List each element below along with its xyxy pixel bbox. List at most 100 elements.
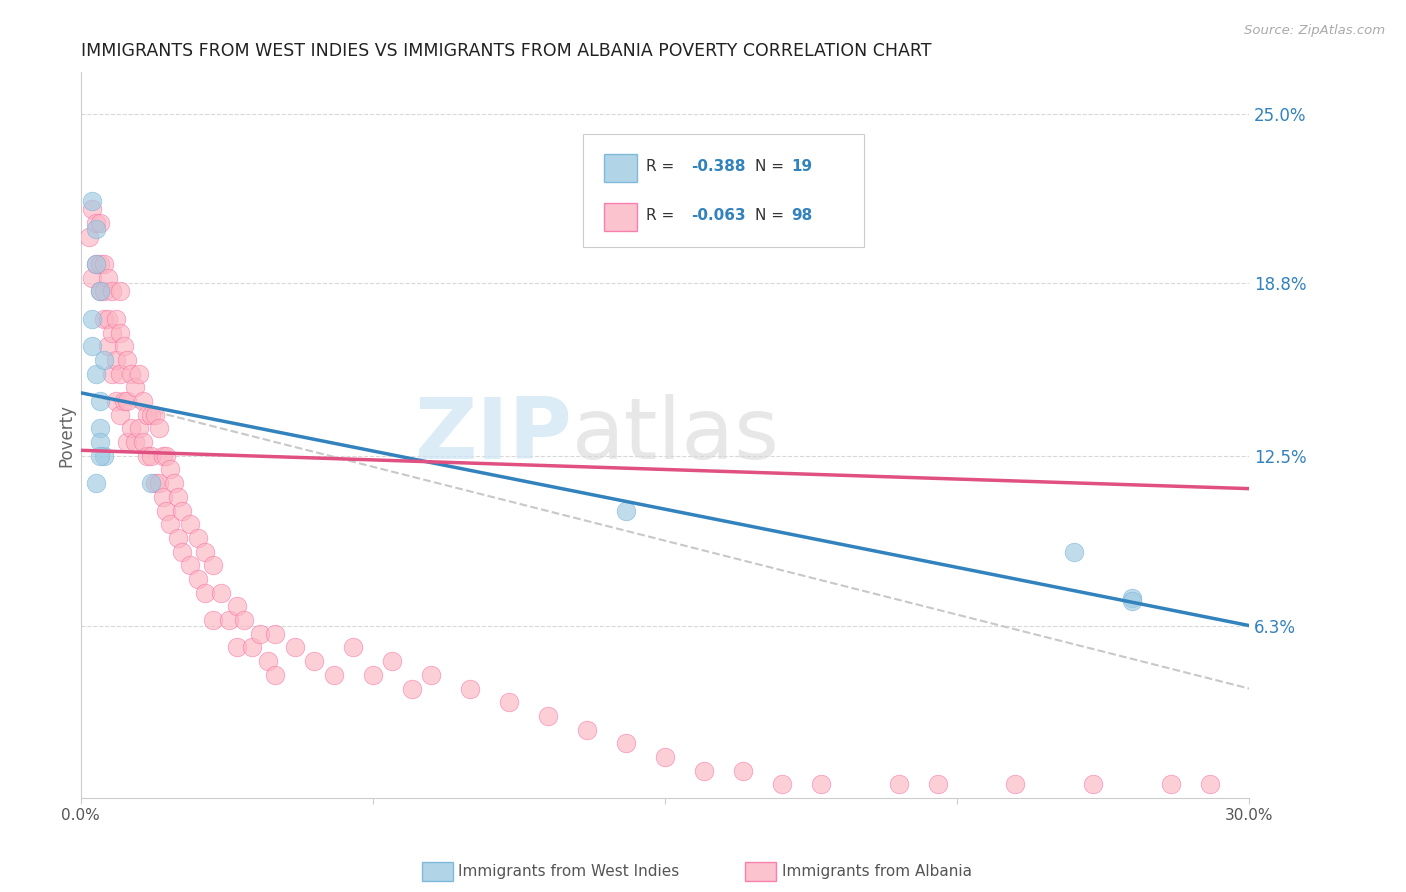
Point	[143, 408, 166, 422]
Text: R =: R =	[647, 208, 679, 223]
Point	[202, 558, 225, 573]
Point	[1121, 591, 1143, 606]
Point	[170, 503, 193, 517]
Point	[97, 270, 120, 285]
Point	[1083, 777, 1105, 791]
Point	[77, 229, 100, 244]
Point	[108, 408, 131, 422]
Text: -0.388: -0.388	[690, 159, 745, 174]
Point	[139, 449, 162, 463]
Point	[139, 476, 162, 491]
Y-axis label: Poverty: Poverty	[58, 404, 75, 467]
Point	[128, 367, 150, 381]
Point	[97, 311, 120, 326]
Point	[256, 654, 278, 668]
Point	[1160, 777, 1182, 791]
Point	[93, 311, 115, 326]
Point	[167, 531, 190, 545]
Point	[120, 421, 142, 435]
Point	[1199, 777, 1222, 791]
Text: N =: N =	[755, 208, 789, 223]
Point	[89, 421, 111, 435]
Point	[342, 640, 364, 655]
Point	[82, 194, 104, 208]
Point	[887, 777, 910, 791]
Point	[731, 764, 754, 778]
Point	[179, 517, 201, 532]
Point	[537, 709, 560, 723]
Point	[89, 285, 111, 299]
Point	[101, 326, 124, 340]
Point	[132, 435, 155, 450]
Point	[225, 640, 247, 655]
Point	[284, 640, 307, 655]
Point	[89, 435, 111, 450]
Point	[104, 353, 127, 368]
Point	[148, 476, 170, 491]
Point	[124, 380, 146, 394]
Point	[89, 285, 111, 299]
Point	[148, 421, 170, 435]
Point	[82, 339, 104, 353]
Point	[194, 544, 217, 558]
Point	[112, 394, 135, 409]
Point	[86, 221, 108, 235]
Point	[86, 257, 108, 271]
Point	[614, 503, 637, 517]
Point	[132, 394, 155, 409]
Point	[117, 394, 139, 409]
Point	[108, 326, 131, 340]
Point	[97, 339, 120, 353]
Text: atlas: atlas	[571, 393, 779, 476]
Point	[86, 476, 108, 491]
Text: N =: N =	[755, 159, 789, 174]
Point	[240, 640, 263, 655]
Point	[810, 777, 832, 791]
Point	[693, 764, 716, 778]
Point	[218, 613, 240, 627]
Text: IMMIGRANTS FROM WEST INDIES VS IMMIGRANTS FROM ALBANIA POVERTY CORRELATION CHART: IMMIGRANTS FROM WEST INDIES VS IMMIGRANT…	[80, 42, 931, 60]
Point	[128, 421, 150, 435]
Point	[614, 736, 637, 750]
Point	[117, 435, 139, 450]
Point	[187, 531, 209, 545]
Point	[93, 353, 115, 368]
Point	[304, 654, 326, 668]
Point	[159, 462, 181, 476]
Point	[194, 585, 217, 599]
Point	[101, 367, 124, 381]
Point	[1004, 777, 1026, 791]
Point	[143, 476, 166, 491]
Point	[202, 613, 225, 627]
Point	[322, 668, 344, 682]
Text: 98: 98	[792, 208, 813, 223]
Point	[89, 394, 111, 409]
Point	[381, 654, 404, 668]
Text: ZIP: ZIP	[413, 393, 571, 476]
Point	[770, 777, 793, 791]
Point	[93, 449, 115, 463]
Point	[361, 668, 384, 682]
Point	[136, 449, 159, 463]
Point	[152, 449, 174, 463]
Point	[225, 599, 247, 614]
Point	[82, 270, 104, 285]
Point	[1063, 544, 1085, 558]
Point	[139, 408, 162, 422]
Point	[927, 777, 949, 791]
Point	[136, 408, 159, 422]
Point	[124, 435, 146, 450]
Point	[187, 572, 209, 586]
Point	[117, 353, 139, 368]
FancyBboxPatch shape	[583, 134, 863, 246]
Point	[209, 585, 232, 599]
Point	[170, 544, 193, 558]
Point	[155, 449, 177, 463]
Point	[86, 367, 108, 381]
Text: Source: ZipAtlas.com: Source: ZipAtlas.com	[1244, 24, 1385, 37]
Point	[120, 367, 142, 381]
Point	[458, 681, 481, 696]
Point	[86, 257, 108, 271]
Point	[152, 490, 174, 504]
Point	[101, 285, 124, 299]
